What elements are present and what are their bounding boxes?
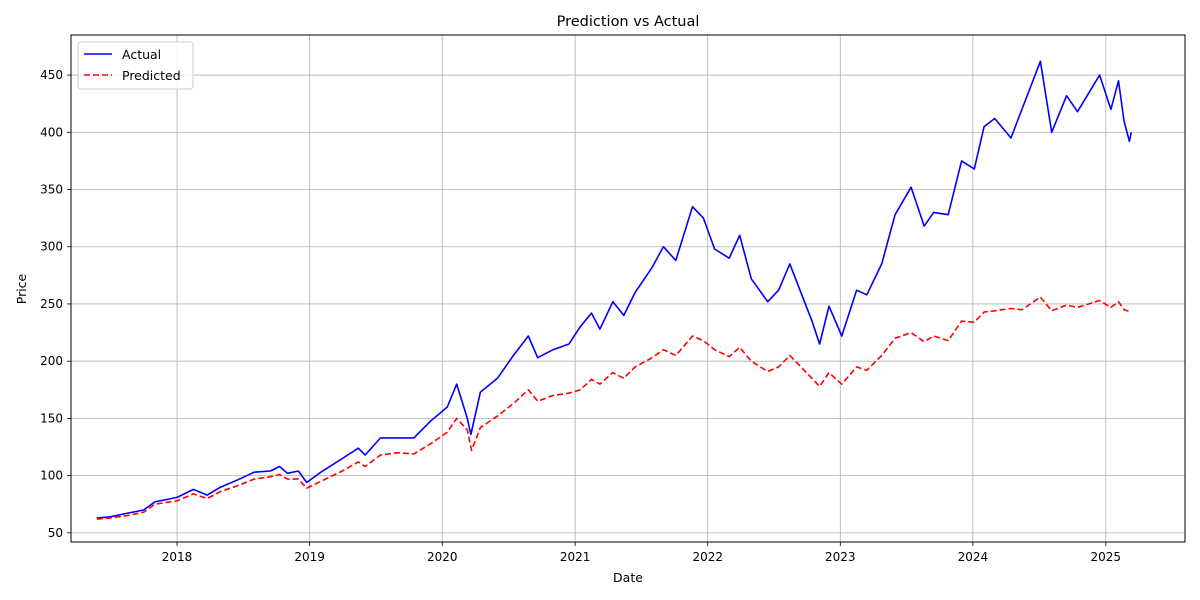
series-line-predicted — [96, 296, 1132, 520]
x-tick-label: 2025 — [1091, 550, 1122, 564]
x-tick-label: 2018 — [162, 550, 193, 564]
grid — [71, 35, 1185, 542]
chart-title: Prediction vs Actual — [557, 14, 700, 30]
x-tick-label: 2022 — [692, 550, 723, 564]
legend: Actual Predicted — [77, 41, 194, 90]
x-tick-label: 2020 — [427, 550, 458, 564]
y-tick-label: 450 — [40, 68, 63, 82]
y-tick-label: 200 — [40, 354, 63, 368]
y-tick-label: 150 — [40, 411, 63, 425]
legend-label-predicted: Predicted — [122, 68, 181, 83]
plot-frame — [70, 34, 1186, 543]
x-axis-label: Date — [613, 570, 643, 585]
x-tick-label: 2024 — [958, 550, 989, 564]
y-tick-label: 50 — [48, 526, 63, 540]
y-tick-label: 350 — [40, 183, 63, 197]
x-axis: 2018 2019 2020 2021 2022 2023 2024 2025 — [162, 542, 1121, 564]
y-axis: 50 100 150 200 250 300 350 400 450 — [40, 68, 71, 540]
series-line-actual — [96, 60, 1132, 519]
y-tick-label: 300 — [40, 240, 63, 254]
plot-lines — [96, 60, 1132, 520]
y-tick-label: 250 — [40, 297, 63, 311]
legend-label-actual: Actual — [122, 47, 161, 62]
x-tick-label: 2021 — [560, 550, 591, 564]
y-tick-label: 400 — [40, 125, 63, 139]
y-axis-label: Price — [14, 273, 29, 304]
x-tick-label: 2023 — [825, 550, 856, 564]
x-tick-label: 2019 — [294, 550, 325, 564]
y-tick-label: 100 — [40, 469, 63, 483]
